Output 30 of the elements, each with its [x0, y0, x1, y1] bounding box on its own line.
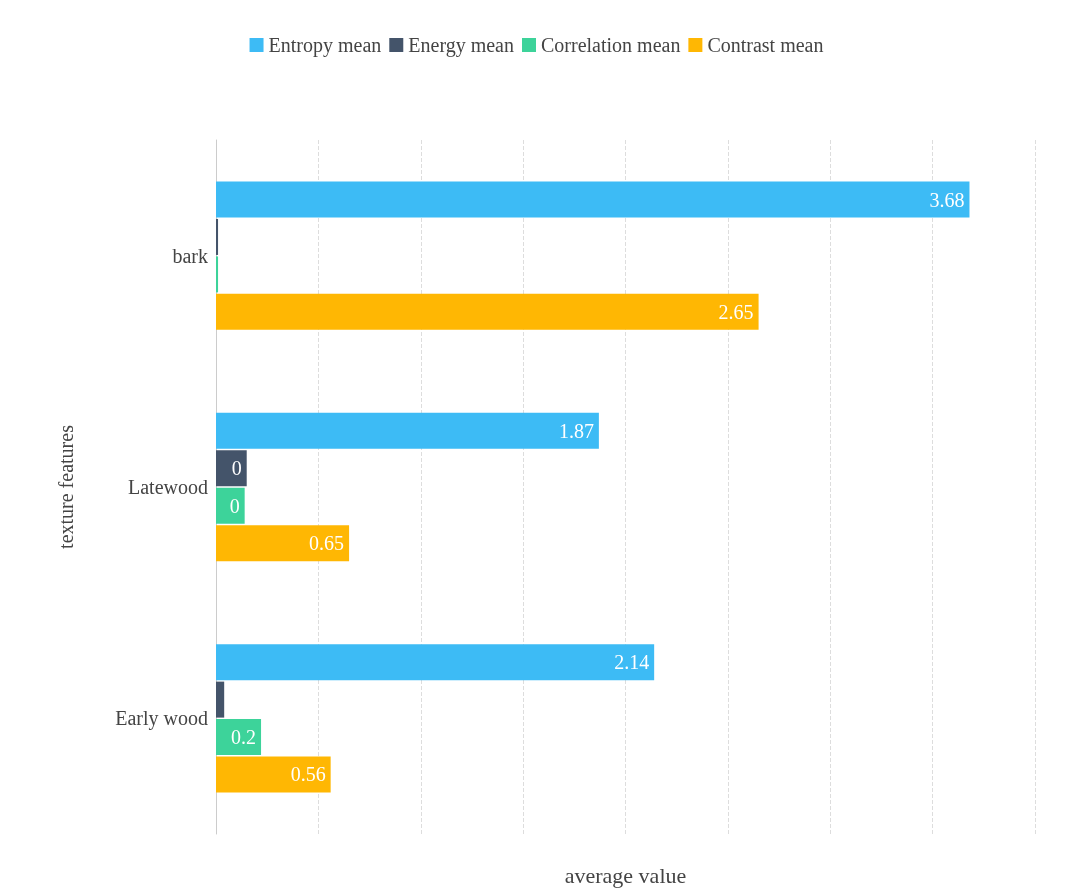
data-label: 3.68 [929, 188, 965, 211]
y-tick-label: Early wood [115, 707, 208, 731]
legend-label: Correlation mean [540, 34, 681, 56]
legend-label: Entropy mean [268, 34, 382, 57]
bar [216, 218, 219, 255]
data-label: 0 [231, 457, 242, 480]
data-label: 0.65 [309, 532, 345, 555]
y-axis-title: texture features [55, 424, 77, 549]
y-tick-label: bark [172, 244, 208, 267]
data-label: 2.65 [718, 300, 754, 323]
bar [216, 256, 219, 293]
x-axis-title: average value [564, 862, 687, 888]
bar [216, 756, 331, 793]
data-label: 0 [229, 494, 240, 517]
bar [216, 525, 350, 562]
bar [216, 681, 225, 718]
bar [216, 181, 970, 218]
bar [216, 412, 599, 449]
bar [216, 644, 655, 681]
data-label: 0.2 [231, 726, 257, 749]
y-tick-label: Latewood [128, 476, 208, 498]
bar [216, 487, 245, 524]
data-label: 0.56 [290, 763, 326, 786]
bar [216, 293, 759, 330]
bar [216, 719, 262, 756]
data-label: 2.14 [614, 651, 650, 674]
bar [216, 450, 247, 487]
legend-label: Energy mean [408, 34, 514, 57]
legend-label: Contrast mean [707, 34, 824, 56]
data-label: 1.87 [558, 419, 594, 442]
